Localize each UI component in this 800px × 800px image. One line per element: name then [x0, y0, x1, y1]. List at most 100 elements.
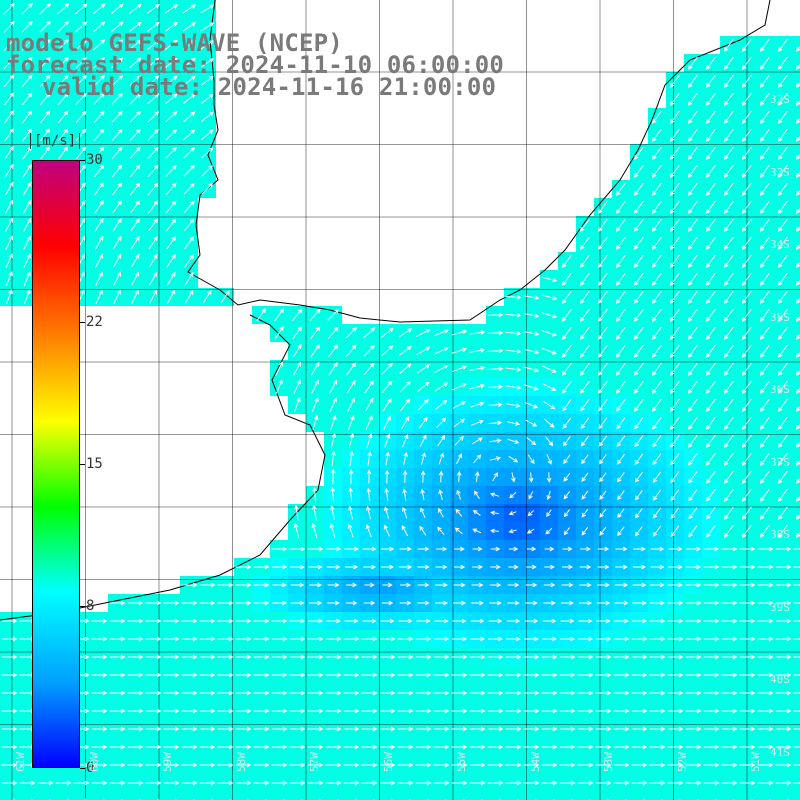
- wind-vector: [760, 272, 770, 286]
- wind-vector: [667, 618, 684, 624]
- wind-vector: [616, 182, 626, 196]
- wind-vector: [147, 129, 159, 141]
- wind-speed-cell: [540, 792, 558, 800]
- wind-vector: [381, 380, 393, 394]
- wind-vector: [652, 453, 662, 466]
- wind-vector: [760, 128, 770, 142]
- wind-vector: [796, 459, 800, 466]
- wind-vector: [580, 417, 590, 430]
- wind-vector: [706, 218, 716, 232]
- wind-vector: [345, 326, 357, 339]
- wind-vector: [201, 129, 214, 141]
- wind-vector: [343, 726, 360, 732]
- wind-vector: [147, 182, 159, 195]
- wind-vector: [181, 780, 198, 786]
- wind-vector: [706, 290, 716, 304]
- wind-vector: [131, 289, 139, 304]
- wind-vector: [580, 380, 590, 394]
- wind-vector: [253, 672, 270, 678]
- wind-vector: [398, 345, 412, 356]
- wind-vector: [23, 253, 31, 268]
- wind-vector: [580, 326, 590, 340]
- wind-vector: [397, 690, 414, 696]
- wind-vector: [562, 272, 572, 286]
- model-title: modelo GEFS-WAVE (NCEP): [6, 29, 343, 57]
- wind-vector: [775, 708, 792, 714]
- wind-vector: [778, 38, 788, 52]
- wind-vector: [292, 326, 302, 340]
- wind-vector: [542, 618, 557, 624]
- wind-vector: [57, 3, 70, 15]
- wind-vector: [724, 308, 734, 322]
- wind-vector: [742, 236, 752, 250]
- wind-vector: [652, 236, 662, 250]
- colorbar-tick-label: 22: [86, 314, 103, 331]
- wind-vector: [487, 366, 504, 372]
- wind-vector: [451, 690, 468, 696]
- wind-vector: [416, 364, 430, 374]
- colorbar-tick-label: 30: [86, 152, 103, 168]
- wind-vector: [775, 690, 792, 696]
- wind-vector: [416, 381, 430, 393]
- wind-vector: [129, 39, 142, 51]
- wind-vector: [109, 780, 126, 786]
- wind-vector: [742, 272, 752, 286]
- wind-vector: [796, 243, 800, 250]
- wind-vector: [649, 690, 666, 696]
- wind-vector: [688, 362, 698, 376]
- wind-vector: [508, 528, 517, 534]
- wind-vector: [181, 762, 198, 768]
- wind-vector: [760, 236, 770, 250]
- wind-vector: [617, 490, 625, 501]
- wind-vector: [703, 546, 720, 552]
- wind-vector: [199, 780, 216, 786]
- wind-speed-cell: [684, 792, 702, 800]
- wind-vector: [721, 780, 738, 786]
- wind-vector: [361, 762, 378, 768]
- wind-vector: [649, 726, 666, 732]
- wind-speed-cell: [792, 342, 800, 360]
- wind-vector: [75, 74, 87, 87]
- wind-vector: [129, 93, 142, 105]
- wind-vector: [703, 582, 720, 588]
- wind-vector: [703, 564, 720, 570]
- wind-vector: [598, 308, 608, 322]
- wind-vector: [615, 546, 628, 552]
- wind-vector: [524, 384, 539, 391]
- wind-vector: [652, 254, 662, 268]
- wind-vector: [420, 507, 426, 519]
- wind-vector: [667, 744, 684, 750]
- wind-vector: [217, 780, 234, 786]
- wind-vector: [39, 3, 52, 15]
- wind-vector: [111, 57, 124, 69]
- wind-vector: [616, 417, 626, 430]
- wind-vector: [634, 398, 644, 412]
- wind-vector: [201, 147, 214, 159]
- wind-vector: [545, 527, 553, 535]
- wind-vector: [541, 672, 558, 678]
- wind-vector: [580, 344, 590, 358]
- wind-vector: [706, 506, 716, 520]
- wind-vector: [470, 401, 485, 408]
- wind-vector: [505, 367, 522, 372]
- wind-vector: [487, 690, 504, 696]
- wind-vector: [110, 3, 124, 15]
- wind-vector: [616, 326, 626, 340]
- wind-vector: [235, 672, 252, 678]
- wind-vector: [435, 582, 448, 588]
- wind-vector: [402, 433, 409, 448]
- wind-vector: [613, 708, 630, 714]
- wind-vector: [361, 780, 378, 786]
- wind-vector: [649, 672, 666, 678]
- wind-vector: [757, 672, 774, 678]
- wind-vector: [598, 344, 608, 358]
- wind-vector: [111, 93, 123, 105]
- wind-vector: [487, 654, 504, 660]
- wind-vector: [325, 708, 342, 714]
- wind-vector: [112, 182, 123, 196]
- wind-vector: [580, 399, 590, 412]
- wind-vector: [703, 726, 720, 732]
- wind-vector: [616, 218, 626, 232]
- wind-vector: [616, 435, 626, 447]
